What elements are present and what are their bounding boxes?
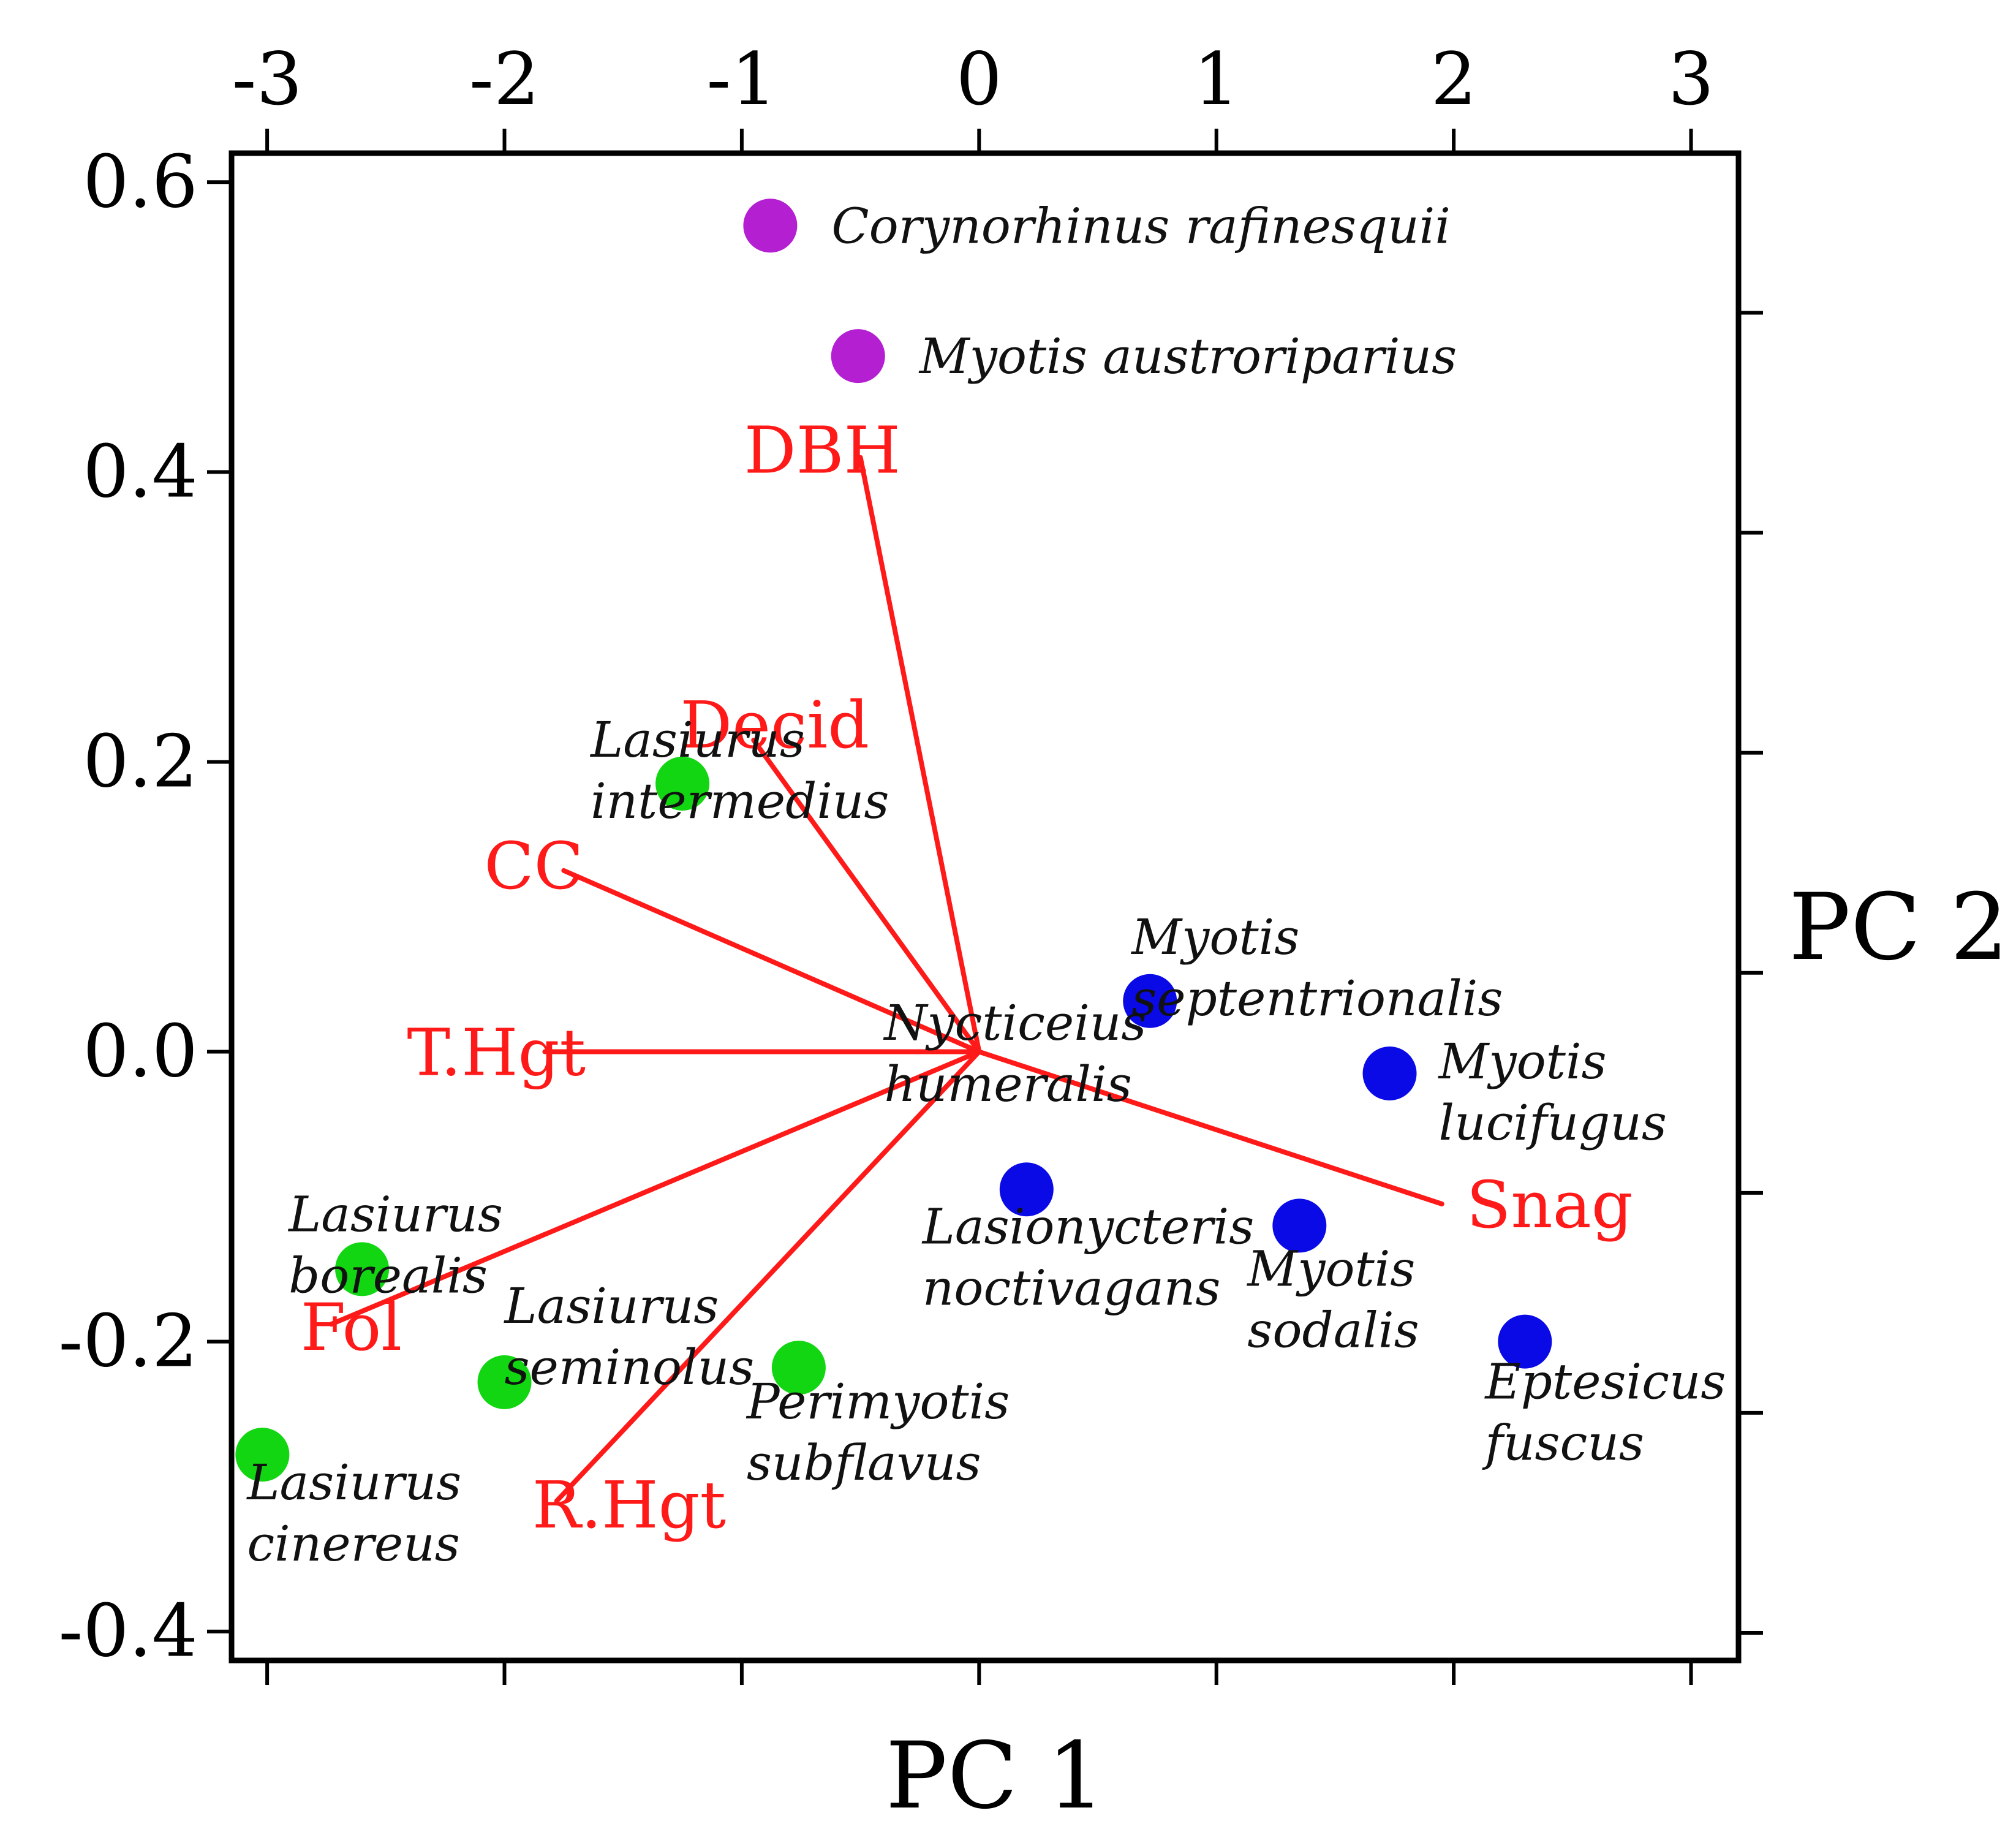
vector-label: Decid [680, 687, 869, 763]
species-label: noctivagans [923, 1259, 1221, 1316]
loading-vector [554, 1049, 982, 1504]
labels: DBH Decid CC T.Hgt Fol R.Hgt Snag Corynorhinus … [246, 197, 1726, 1572]
species-point [771, 1341, 826, 1395]
x-top-tick-label: 2 [1431, 37, 1477, 121]
vector-label: T.Hgt [407, 1015, 586, 1091]
species-label: cinereus [247, 1515, 459, 1572]
species-point [999, 1162, 1054, 1217]
species-label: seminolus [505, 1339, 755, 1396]
species-label: Myotis [1438, 1033, 1607, 1090]
species-label: Lasiurus [589, 711, 805, 768]
x-top-tick-label: -3 [232, 37, 303, 121]
x-top-tick-label: -2 [469, 37, 540, 121]
species-label: Nycticeius [883, 994, 1146, 1051]
species-point [1123, 974, 1177, 1028]
species-label: Lasiurus [504, 1277, 719, 1334]
x-axis-title: PC 1 [886, 1723, 1106, 1830]
vector-label: Fol [301, 1290, 402, 1365]
species-label: intermedius [591, 773, 889, 830]
loading-vector [858, 455, 982, 1054]
y-tick-label: 0.0 [83, 1009, 198, 1094]
species-label: Lasiurus [246, 1454, 461, 1511]
species-label: Perimyotis [746, 1373, 1010, 1430]
loading-vectors [328, 455, 1444, 1504]
y-axis-title: PC 2 [1789, 874, 2009, 981]
loading-vector [751, 737, 982, 1054]
species-label: Myotis austroriparius [918, 328, 1457, 385]
species-label: Corynorhinus rafinesquii [831, 197, 1451, 254]
species-label: humeralis [884, 1056, 1131, 1113]
species-label: Myotis [1130, 909, 1299, 966]
species-label: Eptesicus [1484, 1353, 1726, 1410]
y-tick-label: 0.6 [83, 139, 198, 224]
plot-frame [228, 150, 1742, 1664]
axis-ticks: 0.6 0.4 0.2 0.0 -0.2 -0.4 -3 -2 -1 0 1 2 3 [58, 37, 1763, 1685]
loading-vector [561, 868, 982, 1054]
x-top-tick-label: -1 [706, 37, 777, 121]
x-top-tick-label: 1 [1193, 37, 1239, 121]
loading-vector [976, 1049, 1444, 1206]
species-point [477, 1355, 532, 1409]
species-point [743, 199, 798, 253]
species-label: fuscus [1482, 1415, 1644, 1472]
y-tick-label: -0.2 [58, 1299, 198, 1383]
species-label: Lasiurus [287, 1186, 503, 1243]
species-label: sodalis [1247, 1301, 1419, 1358]
species-label: lucifugus [1439, 1094, 1667, 1151]
vector-label: CC [484, 828, 583, 904]
species-point [1362, 1047, 1417, 1101]
species-point [655, 756, 710, 811]
x-top-tick-label: 3 [1668, 37, 1714, 121]
species-points [235, 199, 1552, 1482]
species-point [235, 1428, 290, 1482]
species-label: borealis [289, 1247, 488, 1304]
species-point [1498, 1314, 1552, 1369]
species-point [831, 329, 885, 384]
species-point [1272, 1198, 1327, 1253]
y-tick-label: 0.4 [83, 429, 198, 513]
vector-label: DBH [744, 413, 900, 488]
species-label: Myotis [1246, 1240, 1415, 1297]
species-label: subflavus [747, 1434, 981, 1491]
y-tick-label: 0.2 [83, 719, 198, 803]
species-label: septentrionalis [1131, 970, 1503, 1027]
x-top-tick-label: 0 [956, 37, 1002, 121]
vector-label: Snag [1467, 1167, 1633, 1243]
vector-label: R.Hgt [532, 1467, 726, 1543]
y-tick-label: -0.4 [58, 1589, 198, 1673]
loading-vector [328, 1049, 982, 1327]
species-label: Lasionycteris [921, 1198, 1255, 1255]
species-point [335, 1242, 390, 1296]
